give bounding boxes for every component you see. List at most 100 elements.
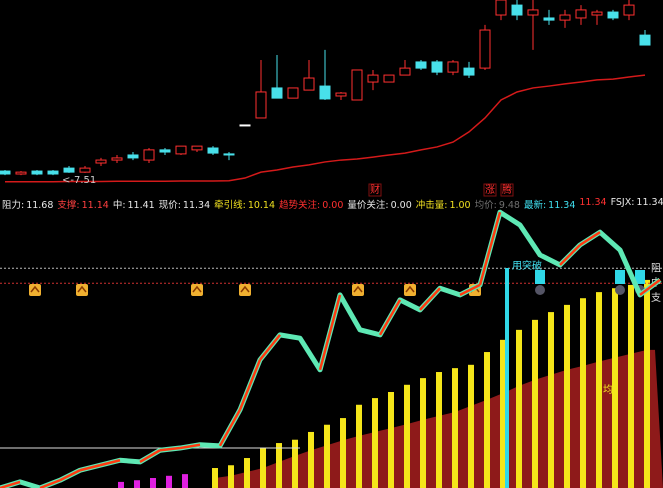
info-value: 1.00 (449, 200, 471, 211)
trend-up-segment (478, 211, 502, 286)
badge (404, 284, 416, 296)
volume-bar (548, 312, 554, 488)
candle-body (415, 61, 427, 69)
badge-arrow (405, 285, 415, 293)
volume-bar (388, 392, 394, 488)
candle-body (383, 74, 395, 83)
info-item: 中: 11.41 (113, 197, 155, 211)
trend-up-segment (159, 446, 181, 452)
volume-bar (612, 288, 618, 488)
trend-up-segment (59, 469, 81, 482)
annotation-box (368, 183, 382, 197)
volume-bar (372, 398, 378, 488)
trend-up-segment (378, 299, 402, 336)
info-value: 0.00 (390, 200, 412, 211)
badge-dot (615, 285, 625, 295)
volume-bar (324, 424, 330, 488)
candle-body (335, 92, 347, 97)
candle-body (239, 124, 251, 127)
info-value: 11.34 (636, 197, 663, 208)
small-bar (118, 481, 124, 488)
candle-body (607, 11, 619, 19)
candle-body (399, 67, 411, 76)
volume-bar (404, 384, 410, 488)
info-bar: 阻力: 11.68 支撑: 11.14 中: 11.41 现价: 11.34 牵引线: 10.14… (2, 197, 663, 211)
info-value: 11.14 (81, 200, 109, 211)
volume-bar (516, 329, 522, 488)
candle-body (223, 153, 235, 156)
info-item: 11.34 (579, 197, 606, 211)
volume-bar (276, 443, 282, 488)
info-item: 趋势关注: 0.00 (279, 197, 343, 211)
volume-bar (436, 372, 442, 488)
info-item: 支撑: 11.14 (57, 197, 108, 211)
info-label: 趋势关注: (279, 200, 321, 211)
badge-arrow (240, 285, 250, 293)
candle-body (95, 159, 107, 164)
small-bar (166, 475, 172, 488)
candle-body (271, 87, 283, 99)
trend-up-segment (579, 231, 601, 247)
candle-body (31, 170, 43, 175)
candle-body (591, 11, 603, 16)
volume-bar (308, 431, 314, 488)
volume-bar (468, 364, 474, 488)
trend-up-segment (259, 334, 281, 361)
trend-up-segment (639, 278, 661, 296)
trend-up-segment (79, 464, 101, 472)
info-item: 现价: 11.34 (159, 197, 210, 211)
ma-line (5, 74, 646, 183)
candle-body (111, 157, 123, 161)
trend-up-segment (559, 244, 581, 266)
info-label: 牵引线: (214, 200, 246, 211)
info-label: 现价: (158, 200, 181, 211)
info-item: FSJX: 11.34 (611, 197, 663, 211)
badge-arrow (192, 285, 202, 293)
candle-body (207, 147, 219, 154)
candle-body (175, 145, 187, 155)
badge-cyan (615, 270, 625, 284)
annotation: 涨 (485, 184, 495, 196)
candle-body (15, 171, 27, 175)
info-item: 阻力: 11.68 (2, 197, 53, 211)
badge (76, 284, 88, 296)
info-item: 均价: 9.48 (475, 197, 520, 211)
area-label: 均 (603, 384, 613, 396)
candle-body (447, 61, 459, 73)
candle-body (319, 85, 331, 100)
candle-body (191, 145, 203, 151)
volume-bar (484, 352, 490, 488)
info-label: 阻力: (2, 200, 25, 211)
badge (352, 284, 364, 296)
candle-body (0, 170, 11, 175)
info-label: 冲击量: (415, 200, 448, 211)
small-bar (134, 480, 140, 488)
volume-bar (212, 468, 218, 488)
volume-bar (420, 378, 426, 488)
candle-body (623, 4, 635, 16)
info-label: 中: (112, 200, 126, 211)
info-label: 最新: (523, 200, 547, 211)
badge (239, 284, 251, 296)
candle-body (559, 14, 571, 21)
badge-arrow (77, 285, 87, 293)
trend-up-segment (99, 459, 121, 467)
info-item: 冲击量: 1.00 (416, 197, 471, 211)
volume-bar (340, 418, 346, 488)
volume-bar (532, 319, 538, 488)
candle-body (351, 69, 363, 101)
level-marker: 阻 (651, 262, 661, 274)
info-label: 均价: (474, 200, 497, 211)
trend-up-segment (419, 287, 441, 311)
info-value: 10.14 (247, 200, 276, 211)
info-label: FSJX: (610, 197, 635, 208)
volume-bar (644, 279, 650, 488)
candle-body (431, 61, 443, 73)
volume-bar (500, 339, 506, 488)
trend-up-segment (0, 480, 21, 488)
badge-cyan (535, 270, 545, 284)
candle-body (127, 154, 139, 159)
info-value: 11.41 (127, 200, 155, 211)
volume-bar (564, 304, 570, 488)
